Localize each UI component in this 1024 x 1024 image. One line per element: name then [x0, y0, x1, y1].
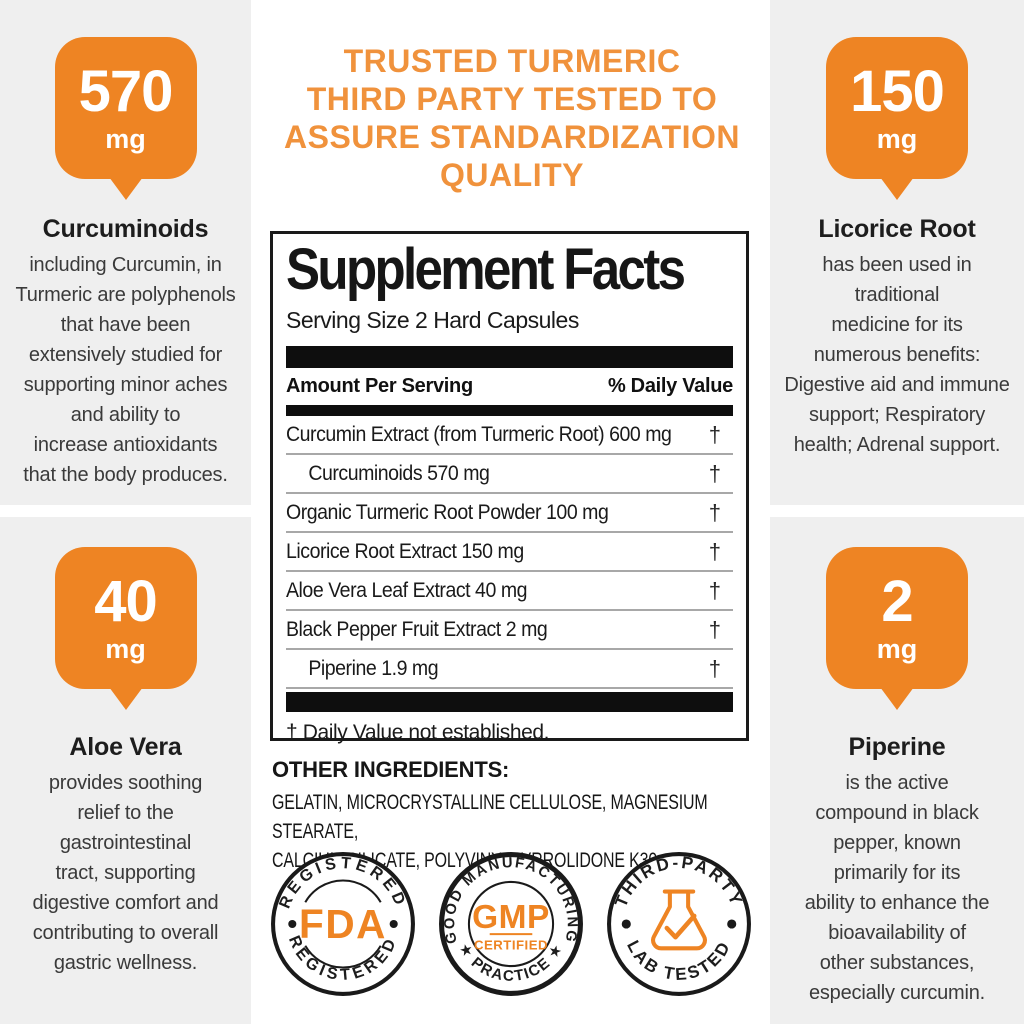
callout-piperine: 2 mg Piperine is the active compound in …: [770, 517, 1024, 1024]
callout-aloe-vera: 40 mg Aloe Vera provides soothing relief…: [0, 517, 251, 1024]
daily-value-dagger: †: [708, 655, 721, 681]
column-amount-per-serving: Amount Per Serving: [286, 375, 473, 398]
separator-dot-right: [389, 919, 398, 929]
ingredient-name: Licorice Root Extract 150 mg: [286, 539, 524, 563]
callout-licorice-root: 150 mg Licorice Root has been used in tr…: [770, 0, 1024, 505]
fda-center-text: FDA: [299, 901, 387, 947]
seal-outer-ring: [271, 852, 415, 996]
gmp-center-text: GMP: [472, 899, 550, 936]
certification-badges-row: REGISTERED REGISTERED FDA GOOD MANUFACTU…: [270, 851, 752, 997]
daily-value-dagger: †: [708, 499, 721, 525]
amount-badge-40mg: 40 mg: [54, 547, 197, 689]
ingredient-name: Organic Turmeric Root Powder 100 mg: [286, 500, 609, 524]
table-row: Curcumin Extract (from Turmeric Root) 60…: [286, 416, 733, 456]
daily-value-dagger: †: [708, 421, 721, 447]
ingredient-name: Black Pepper Fruit Extract 2 mg: [286, 617, 548, 641]
table-row: Black Pepper Fruit Extract 2 mg †: [286, 611, 733, 651]
table-row: Piperine 1.9 mg †: [286, 650, 733, 690]
inner-arc-top: [304, 879, 382, 903]
seal-outer-ring: [439, 852, 583, 996]
amount-unit: mg: [876, 124, 918, 154]
callout-curcuminoids: 570 mg Curcuminoids including Curcumin, …: [0, 0, 251, 505]
amount-unit: mg: [876, 634, 918, 664]
table-row: Curcuminoids 570 mg †: [286, 455, 733, 495]
inner-arc-bottom: [304, 945, 382, 969]
callout-description: has been used in traditional medicine fo…: [784, 254, 1010, 456]
separator-dot-left: [288, 919, 297, 929]
table-row: Aloe Vera Leaf Extract 40 mg †: [286, 572, 733, 612]
gmp-certified-text: CERTIFIED: [474, 937, 548, 952]
other-ingredients-label: OTHER INGREDIENTS:: [272, 757, 510, 782]
callout-description: provides soothing relief to the gastroin…: [32, 772, 219, 974]
separator-dot-left: [621, 919, 631, 929]
daily-value-dagger: †: [708, 460, 721, 486]
ingredient-name: Piperine 1.9 mg: [308, 656, 439, 680]
amount-badge-570mg: 570 mg: [54, 37, 197, 179]
ingredient-name: Curcumin Extract (from Turmeric Root) 60…: [286, 422, 672, 446]
serving-size: Serving Size 2 Hard Capsules: [286, 307, 579, 334]
callout-title: Curcuminoids: [42, 215, 209, 243]
callout-title: Licorice Root: [818, 215, 976, 243]
daily-value-footnote: † Daily Value not established.: [286, 721, 550, 745]
callout-title: Piperine: [848, 733, 946, 761]
divider-thick-bar: [286, 346, 733, 369]
daily-value-dagger: †: [708, 577, 721, 603]
separator-dot-right: [727, 919, 737, 929]
table-header-row: Amount Per Serving % Daily Value: [286, 368, 733, 405]
supplement-facts-title: Supplement Facts: [286, 237, 686, 302]
amount-unit: mg: [105, 124, 146, 154]
amount-unit: mg: [105, 634, 146, 664]
divider-bottom-bar: [286, 692, 733, 713]
callout-description: including Curcumin, in Turmeric are poly…: [15, 254, 236, 486]
third-party-lab-tested-seal: THIRD-PARTY LAB TESTED: [607, 852, 751, 996]
table-row: Organic Turmeric Root Powder 100 mg †: [286, 494, 733, 534]
daily-value-dagger: †: [708, 616, 721, 642]
amount-value: 2: [881, 569, 913, 634]
amount-badge-150mg: 150 mg: [826, 37, 968, 179]
ingredient-name: Aloe Vera Leaf Extract 40 mg: [286, 578, 528, 602]
headline: TRUSTED TURMERIC THIRD PARTY TESTED TO A…: [283, 43, 741, 193]
amount-value: 40: [94, 569, 158, 634]
amount-badge-2mg: 2 mg: [826, 547, 968, 689]
table-row: Licorice Root Extract 150 mg †: [286, 533, 733, 573]
amount-value: 150: [850, 59, 945, 124]
seal-outer-ring: [607, 852, 751, 996]
divider-medium-bar: [286, 405, 733, 417]
amount-value: 570: [78, 59, 174, 124]
supplement-facts-panel: Supplement Facts Serving Size 2 Hard Cap…: [270, 231, 749, 744]
ingredient-name: Curcuminoids 570 mg: [308, 461, 490, 485]
callout-title: Aloe Vera: [69, 733, 182, 761]
callout-description: is the active compound in black pepper, …: [804, 772, 990, 1004]
seal-inner-ring: [467, 880, 555, 968]
fda-registered-seal: REGISTERED REGISTERED FDA: [271, 852, 415, 996]
gmp-certified-seal: GOOD MANUFACTURING ★ PRACTICE ★ GMP CERT…: [439, 852, 583, 996]
column-daily-value: % Daily Value: [607, 375, 733, 398]
daily-value-dagger: †: [708, 538, 721, 564]
flask-icon: [651, 889, 707, 951]
